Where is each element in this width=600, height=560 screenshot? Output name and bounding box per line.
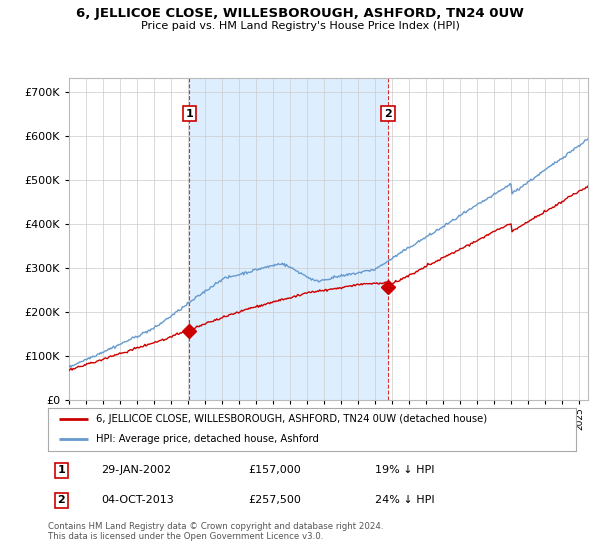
Text: 19% ↓ HPI: 19% ↓ HPI	[376, 465, 435, 475]
Text: 2: 2	[384, 109, 392, 119]
Text: 1: 1	[185, 109, 193, 119]
Text: Price paid vs. HM Land Registry's House Price Index (HPI): Price paid vs. HM Land Registry's House …	[140, 21, 460, 31]
Text: 29-JAN-2002: 29-JAN-2002	[101, 465, 171, 475]
Text: £157,000: £157,000	[248, 465, 301, 475]
Text: 6, JELLICOE CLOSE, WILLESBOROUGH, ASHFORD, TN24 0UW: 6, JELLICOE CLOSE, WILLESBOROUGH, ASHFOR…	[76, 7, 524, 20]
Text: Contains HM Land Registry data © Crown copyright and database right 2024.
This d: Contains HM Land Registry data © Crown c…	[48, 522, 383, 542]
Text: 1: 1	[58, 465, 65, 475]
Text: HPI: Average price, detached house, Ashford: HPI: Average price, detached house, Ashf…	[95, 434, 319, 444]
Text: 24% ↓ HPI: 24% ↓ HPI	[376, 496, 435, 506]
Text: 6, JELLICOE CLOSE, WILLESBOROUGH, ASHFORD, TN24 0UW (detached house): 6, JELLICOE CLOSE, WILLESBOROUGH, ASHFOR…	[95, 414, 487, 424]
Text: 2: 2	[58, 496, 65, 506]
Text: 04-OCT-2013: 04-OCT-2013	[101, 496, 173, 506]
Text: £257,500: £257,500	[248, 496, 302, 506]
